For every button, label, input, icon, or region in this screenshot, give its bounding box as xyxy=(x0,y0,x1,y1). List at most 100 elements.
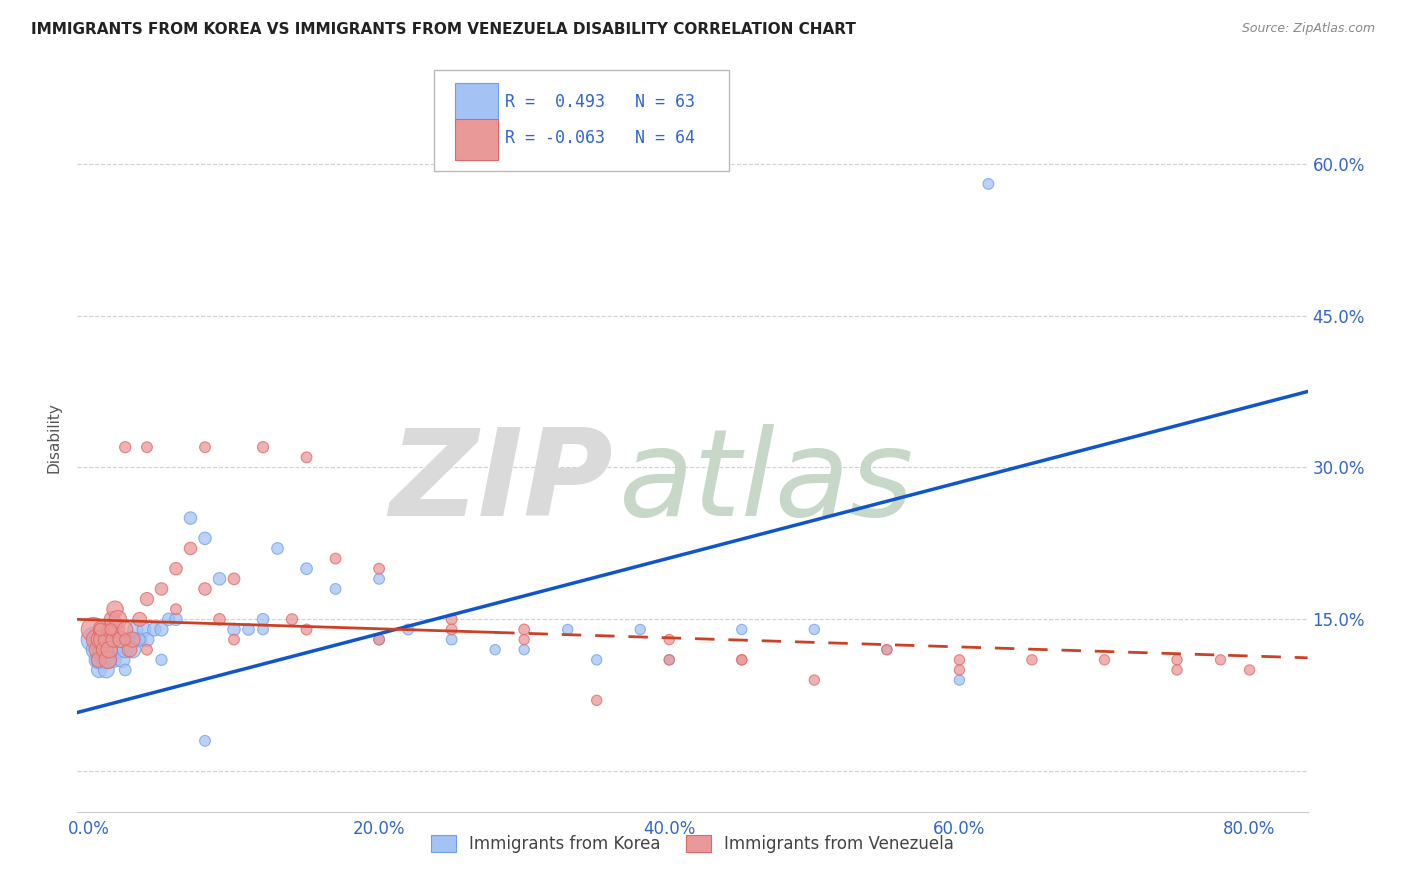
Point xyxy=(90,632,112,647)
Point xyxy=(132,623,155,637)
Point xyxy=(1021,653,1043,667)
Point xyxy=(94,653,117,667)
Point xyxy=(484,642,506,657)
FancyBboxPatch shape xyxy=(456,83,498,124)
Point xyxy=(98,653,121,667)
Point xyxy=(103,653,125,667)
Point xyxy=(948,653,970,667)
Point xyxy=(87,663,110,677)
Point xyxy=(368,572,391,586)
Point xyxy=(114,642,136,657)
Point xyxy=(93,632,115,647)
Text: ZIP: ZIP xyxy=(388,424,613,541)
Point xyxy=(104,642,127,657)
Point xyxy=(803,623,825,637)
Point xyxy=(194,582,217,596)
Point xyxy=(136,632,159,647)
Point xyxy=(628,623,651,637)
Point xyxy=(150,623,173,637)
Point xyxy=(87,653,110,667)
Point xyxy=(658,632,681,647)
Point xyxy=(136,592,159,607)
Point xyxy=(84,632,107,647)
Point xyxy=(157,612,180,626)
Point xyxy=(101,612,124,626)
Point xyxy=(82,623,104,637)
Point xyxy=(110,642,132,657)
Point xyxy=(104,623,127,637)
Point xyxy=(128,612,150,626)
Point xyxy=(97,642,120,657)
Point xyxy=(325,582,347,596)
Point xyxy=(658,653,681,667)
Point xyxy=(194,734,217,748)
Point xyxy=(110,632,132,647)
Point xyxy=(118,642,141,657)
Point xyxy=(150,653,173,667)
Point xyxy=(100,623,122,637)
Point xyxy=(104,602,127,616)
Point xyxy=(803,673,825,687)
Point xyxy=(150,582,173,596)
Point xyxy=(252,440,274,454)
Text: IMMIGRANTS FROM KOREA VS IMMIGRANTS FROM VENEZUELA DISABILITY CORRELATION CHART: IMMIGRANTS FROM KOREA VS IMMIGRANTS FROM… xyxy=(31,22,856,37)
Point xyxy=(86,642,108,657)
Point xyxy=(114,440,136,454)
Point xyxy=(557,623,579,637)
Point xyxy=(103,632,125,647)
Point xyxy=(136,642,159,657)
Y-axis label: Disability: Disability xyxy=(46,401,62,473)
Point xyxy=(876,642,898,657)
Point xyxy=(93,642,115,657)
Point xyxy=(90,632,112,647)
Point xyxy=(1166,653,1188,667)
Point xyxy=(97,653,120,667)
Point xyxy=(121,632,143,647)
Point xyxy=(396,623,419,637)
Point xyxy=(1166,663,1188,677)
Point xyxy=(98,642,121,657)
Point xyxy=(179,541,201,556)
Point xyxy=(165,602,187,616)
Point xyxy=(105,632,128,647)
Point xyxy=(585,693,607,707)
Point xyxy=(325,551,347,566)
Point xyxy=(165,562,187,576)
Point xyxy=(948,673,970,687)
Text: R = -0.063   N = 64: R = -0.063 N = 64 xyxy=(506,129,696,147)
Point xyxy=(295,562,318,576)
Point xyxy=(179,511,201,525)
Point xyxy=(128,632,150,647)
Point xyxy=(84,642,107,657)
Point xyxy=(114,623,136,637)
Point xyxy=(100,623,122,637)
Point xyxy=(117,632,139,647)
Point xyxy=(96,632,118,647)
Point xyxy=(585,653,607,667)
Point xyxy=(208,572,231,586)
Point xyxy=(1209,653,1232,667)
Point xyxy=(948,663,970,677)
Point xyxy=(1239,663,1261,677)
Point xyxy=(222,572,245,586)
Point xyxy=(114,632,136,647)
Point xyxy=(82,632,104,647)
Point xyxy=(114,663,136,677)
Point xyxy=(86,653,108,667)
Point xyxy=(368,632,391,647)
Point xyxy=(136,440,159,454)
Point xyxy=(252,612,274,626)
Point xyxy=(731,653,754,667)
Point xyxy=(96,623,118,637)
Point xyxy=(100,642,122,657)
Point xyxy=(108,632,131,647)
Point xyxy=(513,642,536,657)
Point xyxy=(252,623,274,637)
Point xyxy=(238,623,260,637)
Point xyxy=(876,642,898,657)
Point xyxy=(440,632,463,647)
Point xyxy=(368,632,391,647)
Point xyxy=(222,632,245,647)
Point xyxy=(105,623,128,637)
Point xyxy=(295,623,318,637)
